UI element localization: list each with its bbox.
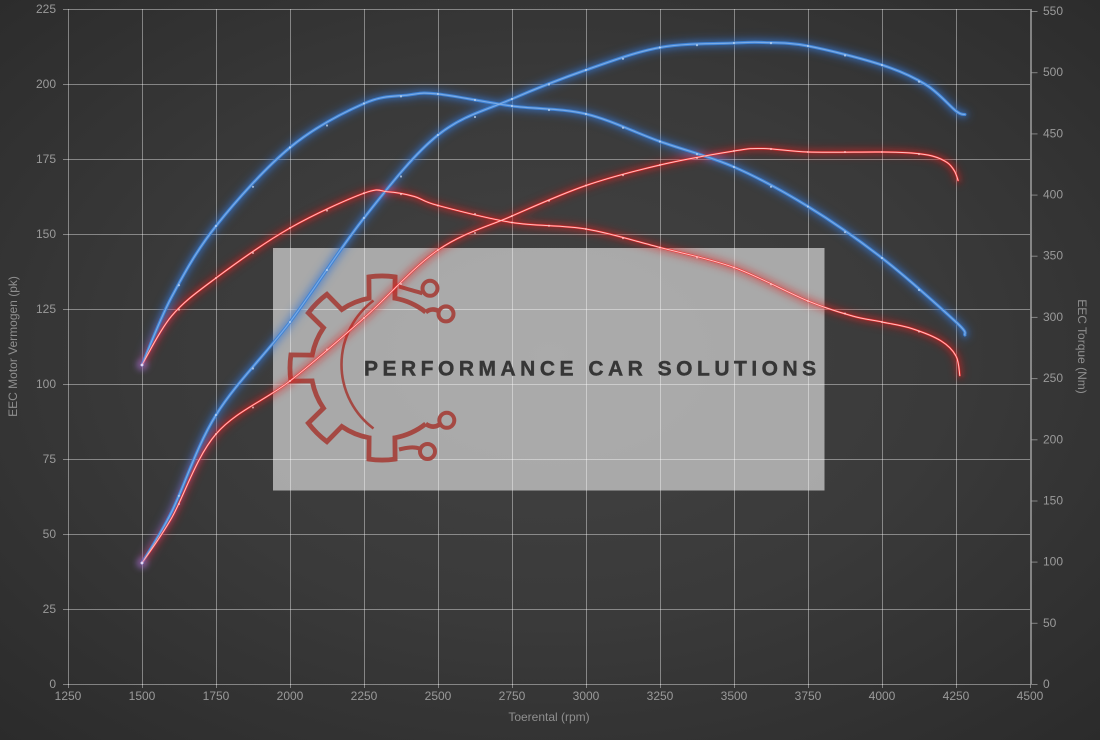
svg-text:25: 25 [43,602,57,616]
svg-text:350: 350 [1043,249,1063,263]
svg-text:2750: 2750 [499,689,526,703]
svg-text:4000: 4000 [869,689,896,703]
svg-text:2250: 2250 [351,689,378,703]
svg-text:200: 200 [36,77,56,91]
svg-text:300: 300 [1043,310,1063,324]
svg-text:1250: 1250 [55,689,82,703]
svg-text:75: 75 [43,452,57,466]
svg-text:400: 400 [1043,188,1063,202]
svg-text:175: 175 [36,152,56,166]
svg-text:50: 50 [43,527,57,541]
svg-text:550: 550 [1043,4,1063,18]
svg-text:EEC Motor Vermogen (pk): EEC Motor Vermogen (pk) [6,276,20,417]
svg-text:3250: 3250 [647,689,674,703]
svg-text:250: 250 [1043,371,1063,385]
svg-text:100: 100 [1043,555,1063,569]
svg-text:4500: 4500 [1017,689,1044,703]
svg-text:1500: 1500 [129,689,156,703]
svg-text:Toerental (rpm): Toerental (rpm) [508,710,589,724]
svg-text:3000: 3000 [573,689,600,703]
svg-text:4250: 4250 [943,689,970,703]
svg-text:500: 500 [1043,65,1063,79]
svg-text:150: 150 [1043,494,1063,508]
svg-text:EEC Torque (Nm): EEC Torque (Nm) [1075,299,1089,393]
svg-text:0: 0 [49,677,56,691]
svg-text:2000: 2000 [277,689,304,703]
svg-text:100: 100 [36,377,56,391]
svg-text:3750: 3750 [795,689,822,703]
svg-text:1750: 1750 [203,689,230,703]
svg-text:50: 50 [1043,616,1057,630]
svg-text:0: 0 [1043,677,1050,691]
svg-text:450: 450 [1043,126,1063,140]
svg-text:150: 150 [36,227,56,241]
svg-text:225: 225 [36,2,56,16]
svg-text:125: 125 [36,302,56,316]
svg-text:3500: 3500 [721,689,748,703]
svg-text:200: 200 [1043,432,1063,446]
svg-text:PERFORMANCE CAR SOLUTIONS: PERFORMANCE CAR SOLUTIONS [364,358,821,381]
svg-text:2500: 2500 [425,689,452,703]
